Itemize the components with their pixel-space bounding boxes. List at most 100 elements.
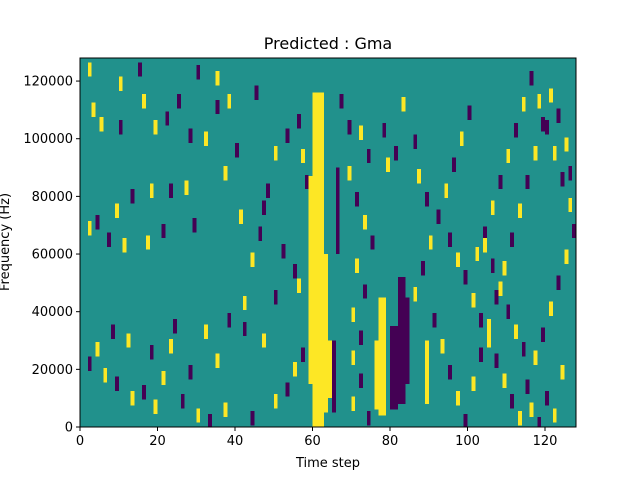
heatmap-block: [397, 277, 406, 404]
heatmap-cell: [95, 215, 100, 230]
heatmap-cell: [564, 249, 569, 265]
heatmap-cell: [370, 235, 375, 250]
heatmap-cell: [262, 333, 266, 348]
heatmap-cell: [494, 353, 499, 368]
heatmap-cell: [521, 96, 526, 112]
heatmap-block: [324, 254, 328, 413]
heatmap-block: [328, 340, 332, 399]
heatmap-cell: [118, 76, 123, 92]
heatmap-cell: [293, 362, 297, 377]
heatmap-cell: [351, 396, 356, 412]
heatmap-cell: [568, 166, 573, 181]
heatmap-cell: [471, 292, 476, 308]
heatmap-cell: [568, 197, 573, 213]
heatmap-cell: [165, 111, 170, 126]
heatmap-cell: [413, 134, 418, 149]
x-tick-label: 80: [382, 434, 399, 449]
heatmap-cell: [126, 333, 131, 348]
heatmap-cell: [339, 94, 344, 109]
x-tick-label: 60: [304, 434, 321, 449]
heatmap-cell: [161, 370, 166, 386]
heatmap-cell: [529, 70, 534, 86]
heatmap-cell: [432, 313, 437, 328]
heatmap-cell: [235, 143, 239, 158]
y-axis-label: Frequency (Hz): [0, 193, 13, 291]
y-tick-label: 20000: [32, 363, 73, 378]
heatmap-cell: [448, 232, 452, 247]
heatmap-cell: [556, 275, 561, 291]
heatmap-cell: [560, 365, 565, 380]
heatmap-cell: [572, 223, 576, 239]
heatmap-cell: [552, 408, 557, 423]
heatmap-cell: [285, 128, 290, 144]
heatmap-cell: [471, 376, 476, 391]
heatmap-cell: [266, 183, 270, 198]
heatmap-cell: [273, 393, 278, 409]
heatmap-cell: [223, 402, 228, 417]
heatmap-cell: [118, 119, 123, 135]
heatmap-cell: [463, 414, 468, 427]
heatmap-cell: [184, 180, 189, 195]
heatmap-cell: [355, 258, 359, 273]
heatmap-block: [335, 167, 340, 255]
heatmap-cell: [448, 365, 452, 380]
heatmap-cell: [300, 347, 305, 363]
x-axis-label: Time step: [295, 456, 360, 471]
heatmap-block: [312, 92, 325, 427]
y-tick-label: 80000: [32, 190, 73, 205]
x-tick-label: 20: [149, 434, 166, 449]
heatmap-cell: [223, 166, 228, 181]
heatmap-cell: [424, 192, 429, 207]
heatmap-cell: [297, 278, 301, 293]
heatmap-cell: [87, 220, 92, 236]
heatmap-cell: [506, 148, 511, 164]
heatmap-block: [378, 297, 387, 416]
heatmap-cell: [436, 209, 441, 224]
heatmap-cell: [204, 324, 208, 340]
heatmap-cell: [529, 402, 534, 417]
heatmap-cell: [99, 117, 104, 132]
heatmap-cell: [300, 148, 305, 164]
heatmap-cell: [142, 94, 146, 109]
y-tick-label: 60000: [32, 248, 73, 263]
heatmap-cell: [366, 148, 371, 164]
heatmap-cell: [533, 350, 538, 366]
heatmap-cell: [273, 290, 278, 305]
heatmap-cell: [556, 108, 561, 123]
heatmap-cell: [502, 261, 507, 276]
heatmap-cell: [107, 232, 111, 247]
heatmap-cell: [204, 131, 208, 146]
heatmap-cell: [428, 235, 433, 250]
heatmap-cell: [215, 99, 220, 115]
heatmap-cell: [304, 174, 309, 190]
heatmap-cell: [537, 94, 542, 109]
heatmap-cell: [111, 324, 115, 340]
heatmap-cell: [455, 390, 460, 406]
x-tick-label: 0: [76, 434, 84, 449]
heatmap-cell: [413, 287, 418, 302]
heatmap-cell: [479, 347, 483, 363]
heatmap-cell: [161, 223, 166, 239]
heatmap-cell: [483, 238, 487, 253]
heatmap-cell: [564, 137, 569, 152]
heatmap-cell: [548, 88, 553, 103]
heatmap-cell: [355, 192, 359, 207]
heatmap-cell: [87, 356, 92, 371]
heatmap-cell: [560, 171, 565, 187]
heatmap-cell: [525, 379, 530, 394]
heatmap-cell: [362, 284, 367, 299]
heatmap-cell: [359, 125, 363, 141]
heatmap-cell: [188, 128, 193, 144]
heatmap-cell: [95, 341, 100, 357]
heatmap-cell: [517, 203, 522, 218]
heatmap-cell: [444, 183, 449, 198]
heatmap-cell: [227, 313, 232, 328]
heatmap-cell: [114, 203, 119, 218]
heatmap-block: [390, 326, 398, 410]
heatmap-cell: [130, 189, 135, 204]
heatmap-cell: [494, 290, 499, 305]
heatmap-cell: [254, 85, 259, 100]
heatmap-cell: [196, 408, 201, 423]
heatmap-cell: [366, 411, 371, 426]
